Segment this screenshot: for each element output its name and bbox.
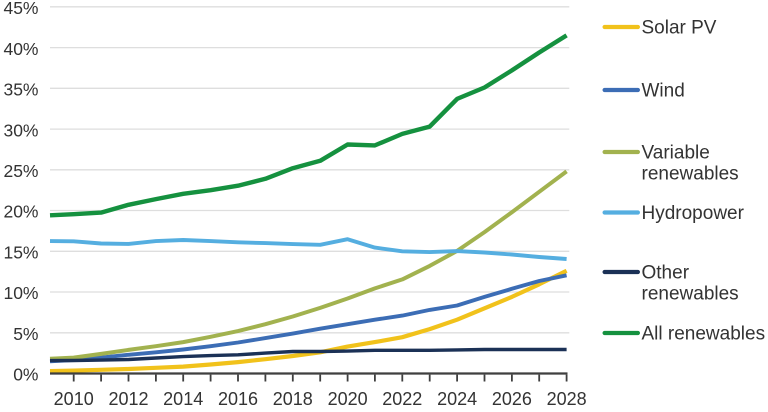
svg-text:2026: 2026 (492, 389, 532, 407)
svg-text:Variable: Variable (642, 143, 710, 164)
svg-text:renewables: renewables (642, 283, 739, 304)
svg-text:40%: 40% (3, 39, 38, 59)
svg-text:15%: 15% (3, 243, 38, 263)
svg-text:All renewables: All renewables (642, 324, 766, 345)
svg-text:2016: 2016 (218, 389, 258, 407)
svg-text:5%: 5% (13, 324, 38, 344)
svg-text:20%: 20% (3, 202, 38, 222)
svg-text:Other: Other (642, 263, 690, 284)
svg-text:30%: 30% (3, 120, 38, 140)
svg-text:Hydropower: Hydropower (642, 203, 745, 224)
svg-text:Solar PV: Solar PV (642, 18, 717, 39)
svg-text:25%: 25% (3, 161, 38, 181)
svg-text:Wind: Wind (642, 81, 685, 102)
svg-text:35%: 35% (3, 80, 38, 100)
svg-text:45%: 45% (3, 0, 38, 18)
svg-text:2022: 2022 (382, 389, 422, 407)
svg-text:2014: 2014 (163, 389, 203, 407)
svg-text:2028: 2028 (547, 389, 587, 407)
svg-text:renewables: renewables (642, 163, 739, 184)
svg-text:10%: 10% (3, 283, 38, 303)
svg-text:0%: 0% (13, 365, 38, 385)
svg-text:2020: 2020 (328, 389, 368, 407)
svg-text:2010: 2010 (54, 389, 94, 407)
svg-text:2012: 2012 (108, 389, 148, 407)
svg-text:2018: 2018 (273, 389, 313, 407)
svg-text:2024: 2024 (437, 389, 477, 407)
